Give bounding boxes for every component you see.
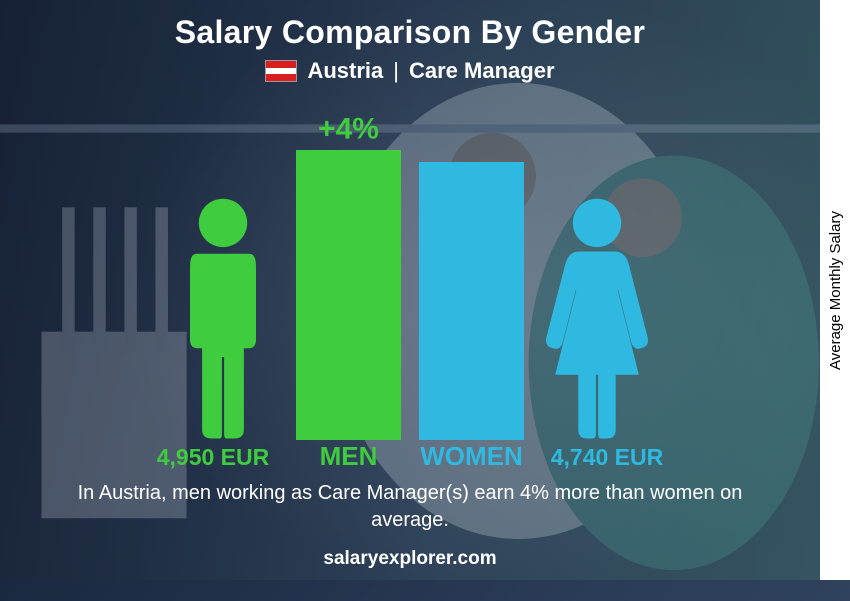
men-bar-column: +4% (296, 150, 401, 440)
right-axis-label: Average Monthly Salary (827, 211, 844, 370)
women-label: WOMEN (419, 441, 524, 472)
difference-label: +4% (318, 113, 379, 147)
female-icon (542, 195, 652, 440)
men-bar (296, 150, 401, 440)
flag-stripe-top (266, 61, 296, 68)
men-salary: 4,950 EUR (148, 444, 278, 471)
summary-text: In Austria, men working as Care Manager(… (40, 480, 780, 534)
value-row: 4,950 EUR MEN WOMEN 4,740 EUR (0, 441, 820, 472)
subtitle-row: Austria | Care Manager (0, 58, 820, 84)
men-label: MEN (296, 441, 401, 472)
country-label: Austria (307, 58, 383, 84)
role-label: Care Manager (409, 58, 555, 84)
women-bar (419, 162, 524, 440)
flag-stripe-bot (266, 74, 296, 81)
right-axis: Average Monthly Salary (820, 0, 850, 580)
austria-flag-icon (265, 60, 297, 82)
women-salary: 4,740 EUR (542, 444, 672, 471)
chart-area: +4% (0, 100, 820, 440)
flag-stripe-mid (266, 68, 296, 75)
divider: | (393, 58, 399, 84)
footer-source: salaryexplorer.com (0, 548, 820, 570)
page-title: Salary Comparison By Gender (0, 14, 820, 51)
women-icon-column (542, 195, 652, 440)
men-icon-column (168, 195, 278, 440)
women-bar-column (419, 162, 524, 440)
male-icon (168, 195, 278, 440)
